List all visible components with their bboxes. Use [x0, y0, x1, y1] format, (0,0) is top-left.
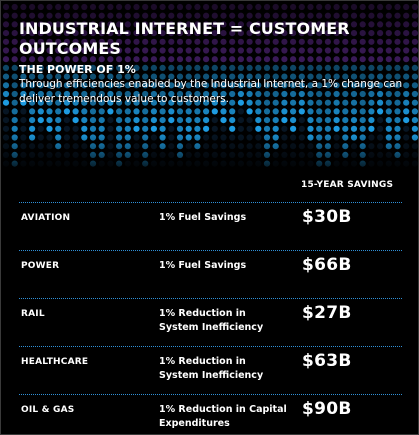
table-row: OIL & GAS 1% Reduction in Capital Expend…: [19, 394, 402, 434]
dot-matrix-background: [1, 1, 418, 176]
savings-value: $30B: [302, 207, 352, 227]
dot-fade-overlay: [1, 1, 418, 176]
table-row: POWER 1% Fuel Savings $66B: [19, 250, 402, 298]
subtitle: THE POWER OF 1%: [19, 63, 136, 76]
table-row: AVIATION 1% Fuel Savings $30B: [19, 202, 402, 250]
benefit-label: 1% Reduction in System Inefficiency: [159, 308, 264, 333]
benefit-label: 1% Reduction in System Inefficiency: [159, 356, 264, 381]
benefit-label: 1% Fuel Savings: [159, 212, 247, 223]
header: INDUSTRIAL INTERNET = CUSTOMER OUTCOMES …: [19, 19, 410, 107]
table-row: RAIL 1% Reduction in System Inefficiency…: [19, 298, 402, 346]
sector-label: POWER: [21, 261, 60, 271]
savings-value: $90B: [302, 399, 352, 419]
sector-label: RAIL: [21, 309, 45, 319]
sector-label: AVIATION: [21, 213, 71, 223]
description: Through efficiencies enabled by the Indu…: [19, 78, 403, 105]
sector-label: HEALTHCARE: [21, 357, 89, 367]
sector-label: OIL & GAS: [21, 405, 75, 415]
table-row: HEALTHCARE 1% Reduction in System Ineffi…: [19, 346, 402, 394]
savings-value: $66B: [302, 255, 352, 275]
savings-value: $27B: [302, 303, 352, 323]
benefit-label: 1% Fuel Savings: [159, 260, 247, 271]
savings-table: AVIATION 1% Fuel Savings $30B POWER 1% F…: [19, 202, 402, 434]
savings-column-header: 15-YEAR SAVINGS: [301, 180, 394, 190]
benefit-label: 1% Reduction in Capital Expenditures: [159, 404, 287, 429]
savings-value: $63B: [302, 351, 352, 371]
page-title: INDUSTRIAL INTERNET = CUSTOMER OUTCOMES: [19, 19, 350, 58]
